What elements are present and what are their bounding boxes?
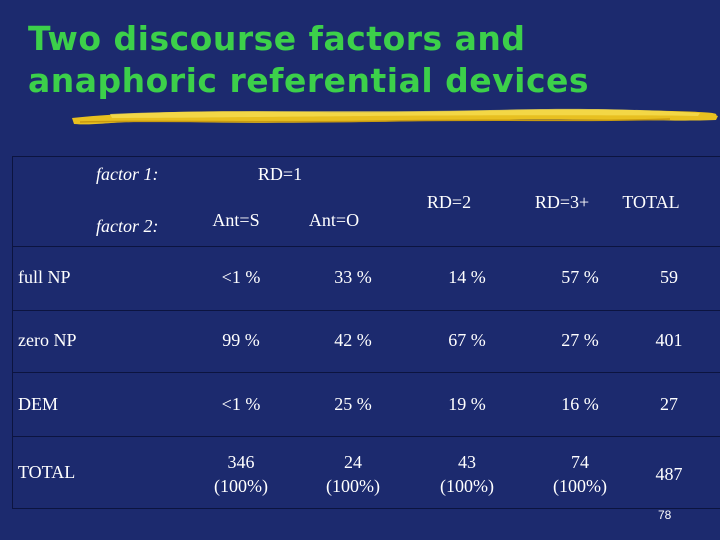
cell-zero-np-ant-s: 99 % — [222, 330, 260, 350]
row-label-total: TOTAL — [18, 462, 76, 482]
cell-total-ant-s-pct: (100%) — [214, 476, 268, 496]
cell-dem-rd2: 19 % — [448, 394, 486, 414]
cell-zero-np-rd2: 67 % — [448, 330, 486, 350]
table-line — [12, 246, 720, 247]
table-line — [12, 436, 720, 437]
cell-total-rd2-count: 43 — [458, 452, 476, 472]
cell-total-rd3-count: 74 — [571, 452, 589, 472]
table-line — [12, 156, 720, 157]
title-line-2: anaphoric referential devices — [28, 61, 590, 100]
cell-full-np-rd2: 14 % — [448, 267, 486, 287]
factor2-label: factor 2: — [96, 216, 159, 236]
table-frame — [12, 156, 720, 509]
title-line-1: Two discourse factors and — [28, 19, 526, 58]
rd2-header: RD=2 — [426, 192, 472, 212]
ant-s-header: Ant=S — [212, 210, 260, 230]
row-label-zero-np: zero NP — [18, 330, 77, 350]
factor1-label: factor 1: — [96, 164, 159, 184]
cell-dem-total: 27 — [660, 394, 678, 414]
cell-grand-total: 487 — [655, 464, 683, 484]
table-line — [12, 372, 720, 373]
table-line — [12, 310, 720, 311]
cell-zero-np-total: 401 — [655, 330, 683, 350]
total-header: TOTAL — [622, 192, 680, 212]
cell-total-rd2-pct: (100%) — [440, 476, 494, 496]
cell-dem-ant-s: <1 % — [221, 394, 261, 414]
rd3-header: RD=3+ — [534, 192, 590, 212]
cell-total-ant-o-count: 24 — [344, 452, 362, 472]
brush-stroke-decoration — [72, 108, 718, 125]
cell-dem-rd3: 16 % — [561, 394, 599, 414]
cell-total-rd3-pct: (100%) — [553, 476, 607, 496]
ant-o-header: Ant=O — [308, 210, 360, 230]
row-label-dem: DEM — [18, 394, 58, 414]
cell-total-ant-s-count: 346 — [227, 452, 255, 472]
cell-dem-ant-o: 25 % — [334, 394, 372, 414]
cell-total-ant-o-pct: (100%) — [326, 476, 380, 496]
cell-full-np-rd3: 57 % — [561, 267, 599, 287]
page-number: 78 — [658, 508, 672, 522]
cell-full-np-ant-s: <1 % — [221, 267, 261, 287]
cell-zero-np-ant-o: 42 % — [334, 330, 372, 350]
slide-title: Two discourse factors and anaphoric refe… — [28, 18, 589, 102]
rd1-header: RD=1 — [257, 164, 303, 184]
cell-full-np-total: 59 — [660, 267, 678, 287]
cell-zero-np-rd3: 27 % — [561, 330, 599, 350]
row-label-full-np: full NP — [18, 267, 71, 287]
cell-full-np-ant-o: 33 % — [334, 267, 372, 287]
